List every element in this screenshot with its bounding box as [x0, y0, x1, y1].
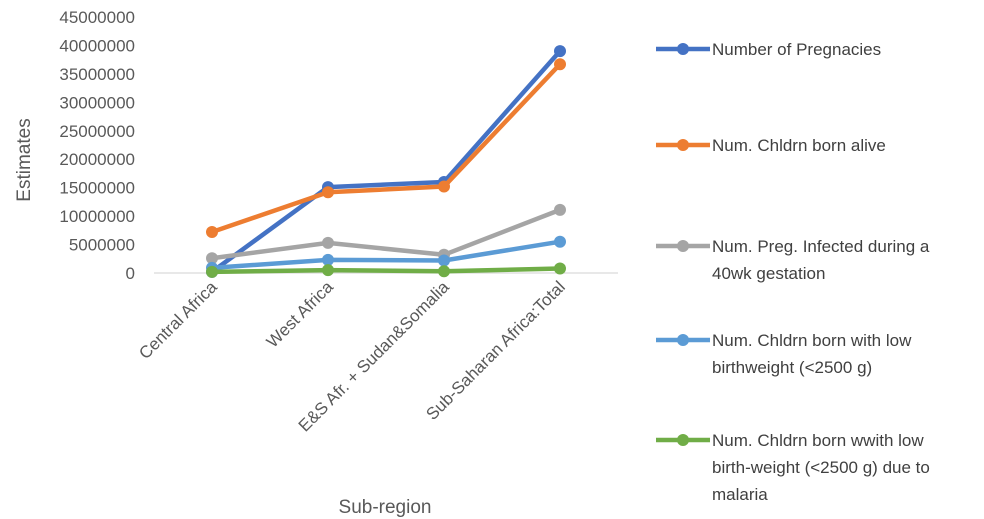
data-point	[554, 262, 566, 275]
data-point	[206, 252, 218, 265]
legend-swatch-marker	[677, 43, 689, 55]
data-point	[554, 235, 566, 248]
legend-label: 40wk gestation	[712, 264, 825, 283]
series-4	[206, 235, 566, 274]
legend-item: Num. Preg. Infected during a 40wk gestati…	[656, 237, 930, 283]
legend-swatch-marker	[677, 334, 689, 346]
legend-item: Num. Chldrn born alive	[656, 136, 886, 155]
legend-item: Number of Pregnacies	[656, 40, 881, 59]
legend-swatch-marker	[677, 240, 689, 252]
data-point	[206, 226, 218, 239]
series-line	[209, 61, 563, 235]
data-point	[322, 253, 334, 266]
x-tick-label: Sub-Saharan Africa:Total	[422, 277, 568, 423]
legend-label: birth-weight (<2500 g) due to	[712, 458, 930, 477]
legend-label: Num. Preg. Infected during a	[712, 237, 930, 256]
legend-swatch-marker	[677, 434, 689, 446]
y-tick-label: 15000000	[59, 179, 135, 198]
y-tick-label: 25000000	[59, 122, 135, 141]
data-point	[322, 236, 334, 249]
series-line	[209, 239, 563, 271]
y-tick-label: 35000000	[59, 65, 135, 84]
legend-label: Number of Pregnacies	[712, 40, 881, 59]
legend-item: Num. Chldrn born with low birthweight (<2…	[656, 331, 912, 377]
y-axis-title: Estimates	[14, 118, 35, 201]
data-point	[554, 58, 566, 71]
series-2	[206, 58, 566, 239]
series-group	[206, 45, 566, 278]
series-line	[209, 207, 563, 261]
legend-item: Num. Chldrn born wwith low birth-weight (…	[656, 431, 930, 504]
series-line	[209, 266, 563, 275]
legend-label: Num. Chldrn born alive	[712, 136, 886, 155]
y-tick-label: 10000000	[59, 207, 135, 226]
y-tick-label: 40000000	[59, 36, 135, 55]
y-tick-label: 0	[126, 264, 135, 283]
series-5	[206, 262, 566, 278]
y-tick-label: 20000000	[59, 150, 135, 169]
y-tick-label: 5000000	[69, 236, 135, 255]
legend-label: birthweight (<2500 g)	[712, 358, 872, 377]
data-point	[554, 45, 566, 58]
series-1	[206, 45, 566, 278]
y-axis-ticks: 0 5000000 10000000 15000000 20000000 25000000…	[59, 8, 135, 283]
data-point	[554, 203, 566, 216]
legend-label: malaria	[712, 485, 768, 504]
data-point	[438, 254, 450, 267]
data-point	[438, 265, 450, 278]
y-tick-label: 45000000	[59, 8, 135, 27]
series-line	[209, 48, 563, 275]
x-tick-label: Central Africa	[135, 277, 221, 363]
data-point	[206, 265, 218, 278]
data-point	[438, 180, 450, 193]
legend: Number of Pregnacies Num. Chldrn born ali…	[656, 40, 930, 504]
data-point	[322, 264, 334, 277]
x-tick-label: West Africa	[263, 277, 337, 351]
legend-swatch-marker	[677, 139, 689, 151]
legend-label: Num. Chldrn born with low	[712, 331, 912, 350]
x-axis-title: Sub-region	[339, 497, 432, 518]
legend-label: Num. Chldrn born wwith low	[712, 431, 924, 450]
data-point	[322, 186, 334, 199]
y-tick-label: 30000000	[59, 93, 135, 112]
